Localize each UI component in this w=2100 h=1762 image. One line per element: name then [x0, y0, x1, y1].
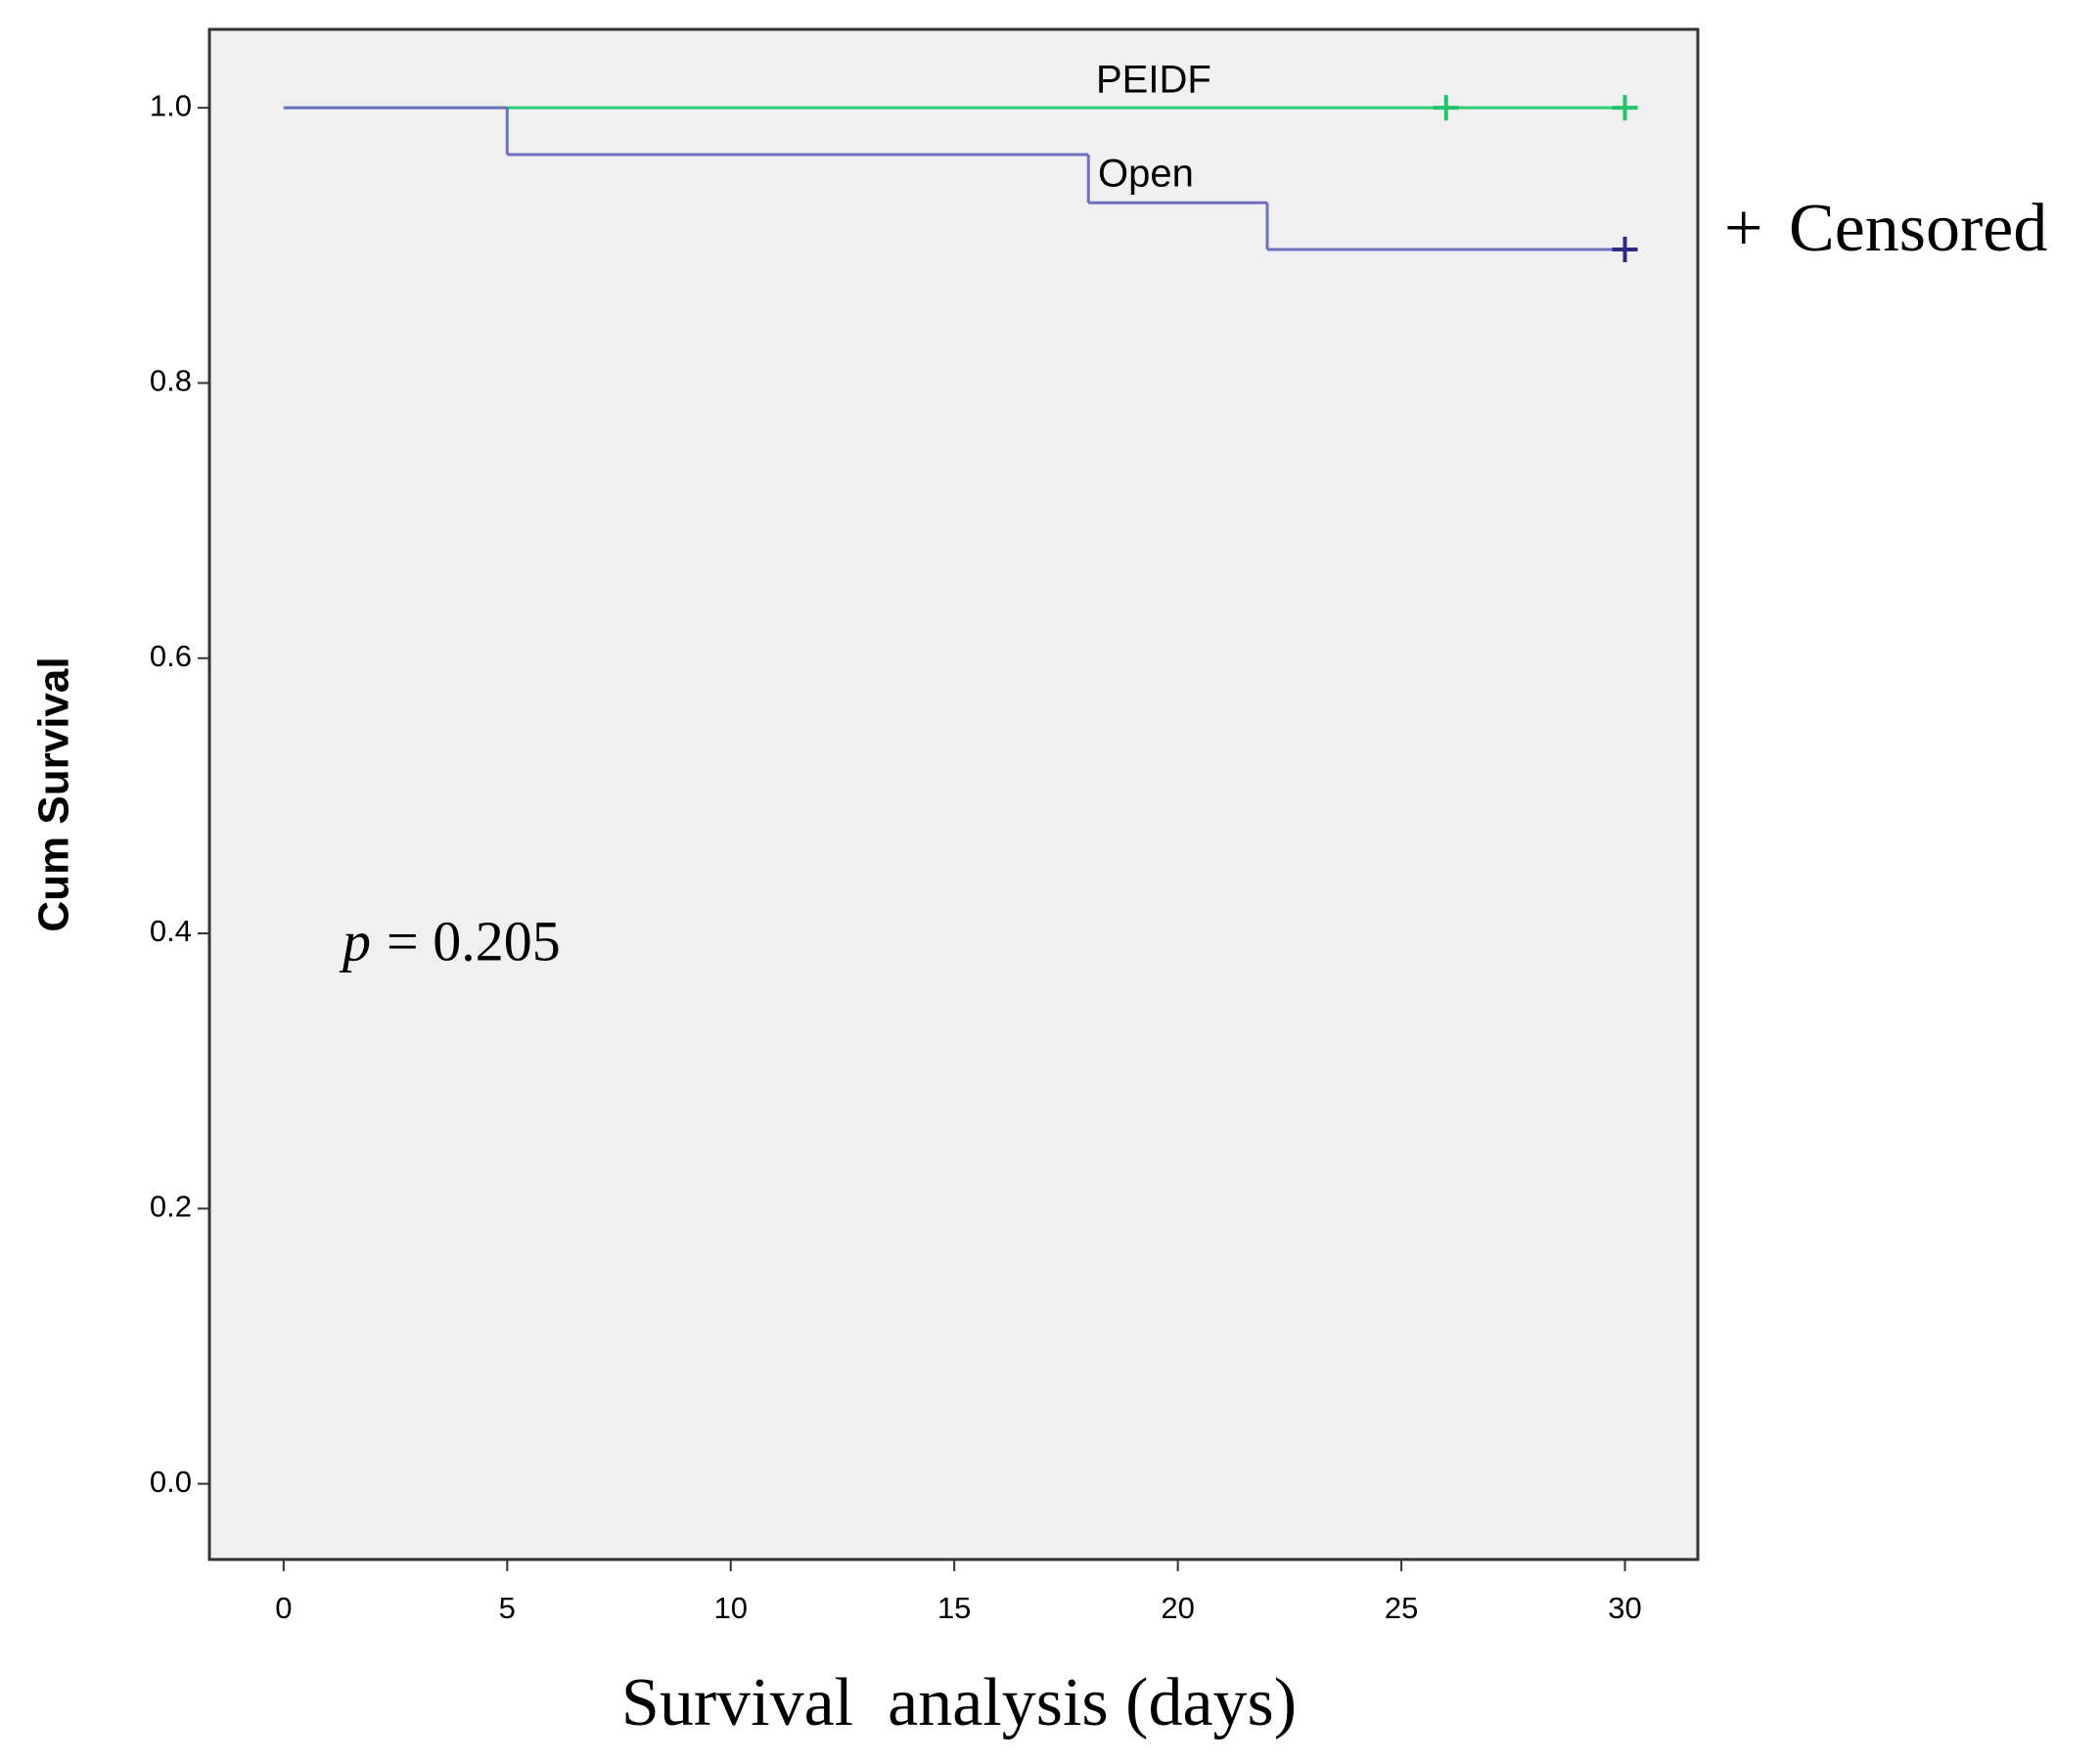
legend-text: Censored [1789, 191, 2047, 266]
y-tick-label: 1.0 [150, 88, 192, 122]
series-label: PEIDF [1096, 59, 1211, 102]
x-tick-label: 30 [1608, 1591, 1641, 1625]
y-tick-label: 0.0 [150, 1465, 192, 1499]
series-label: Open [1098, 153, 1194, 196]
x-tick-label: 20 [1161, 1591, 1194, 1625]
legend-symbol: + [1724, 191, 1762, 266]
p-symbol: p [339, 909, 371, 972]
y-tick-label: 0.8 [150, 364, 192, 398]
x-tick-label: 25 [1385, 1591, 1418, 1625]
plot-area [207, 27, 1700, 1561]
x-tick-label: 0 [275, 1591, 292, 1625]
p-value: = 0.205 [387, 909, 561, 972]
censor-mark [1612, 95, 1638, 121]
x-tick-label: 5 [499, 1591, 516, 1625]
y-axis-title: Cum Survival [30, 656, 78, 931]
censor-mark [1433, 95, 1459, 121]
x-tick-label: 15 [937, 1591, 971, 1625]
y-tick-label: 0.4 [150, 914, 192, 948]
x-tick-label: 10 [713, 1591, 747, 1625]
x-axis-title: Survival analysis (days) [621, 1665, 1297, 1740]
y-tick-label: 0.6 [150, 639, 192, 673]
y-tick-label: 0.2 [150, 1190, 192, 1224]
censor-mark [1612, 237, 1638, 263]
